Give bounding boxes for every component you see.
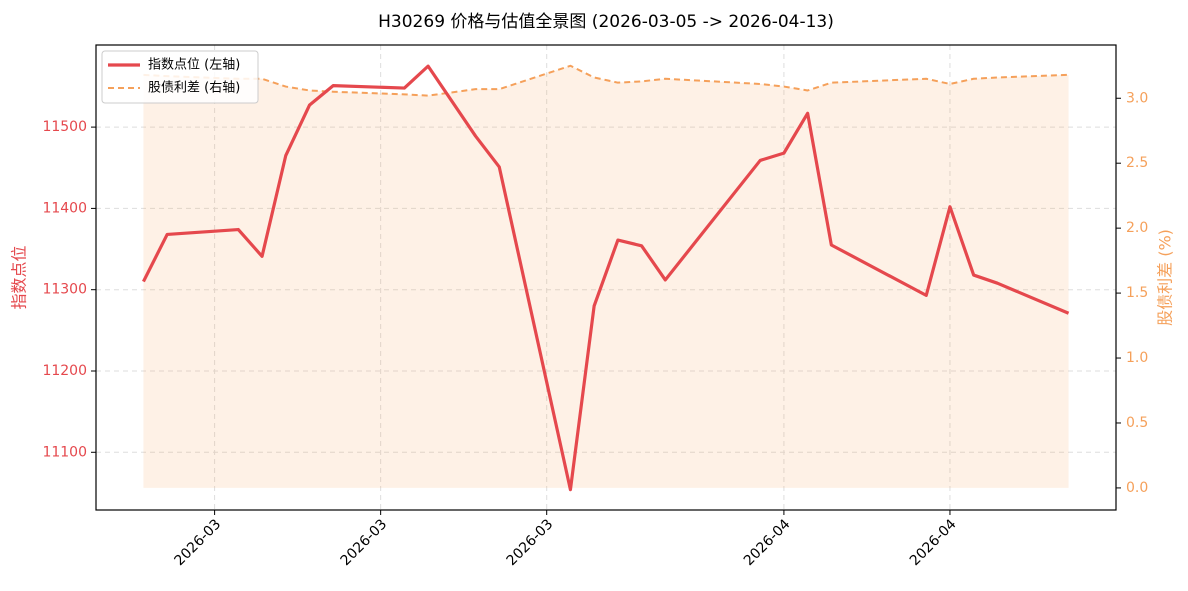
y-tick-label: 11300: [42, 282, 87, 298]
y2-tick-label: 1.5: [1126, 285, 1148, 301]
y2-tick-label: 2.5: [1126, 155, 1148, 171]
y-tick-label: 11400: [42, 200, 87, 216]
y2-tick-label: 0.0: [1126, 480, 1148, 496]
x-tick-label: 2026-03: [338, 516, 391, 569]
line: [142, 64, 1070, 492]
x-tick-label: 2026-04: [741, 516, 794, 569]
y-axis-label: 指数点位: [10, 245, 29, 309]
y2-tick-label: 2.0: [1126, 220, 1148, 236]
y-tick-label: 11500: [42, 119, 87, 135]
line: [143, 64, 1069, 97]
y2-axis-label: 股债利差 (%): [1156, 229, 1175, 326]
plot-frame: [95, 44, 1117, 511]
y2-tick-label: 3.0: [1126, 90, 1148, 106]
x-tick-label: 2026-03: [504, 516, 557, 569]
chart-title: H30269 价格与估值全景图 (2026-03-05 -> 2026-04-1…: [378, 12, 834, 32]
x-tick-label: 2026-03: [172, 516, 225, 569]
legend-label: 股债利差 (右轴): [148, 81, 240, 96]
y-tick-label: 11200: [42, 363, 87, 379]
x-tick-label: 2026-04: [907, 516, 960, 569]
y2-tick-label: 0.5: [1126, 415, 1148, 431]
legend-label: 指数点位 (左轴): [148, 58, 240, 73]
y-tick-label: 11100: [42, 444, 87, 460]
y2-tick-label: 1.0: [1126, 350, 1148, 366]
legend-box: [101, 50, 259, 104]
